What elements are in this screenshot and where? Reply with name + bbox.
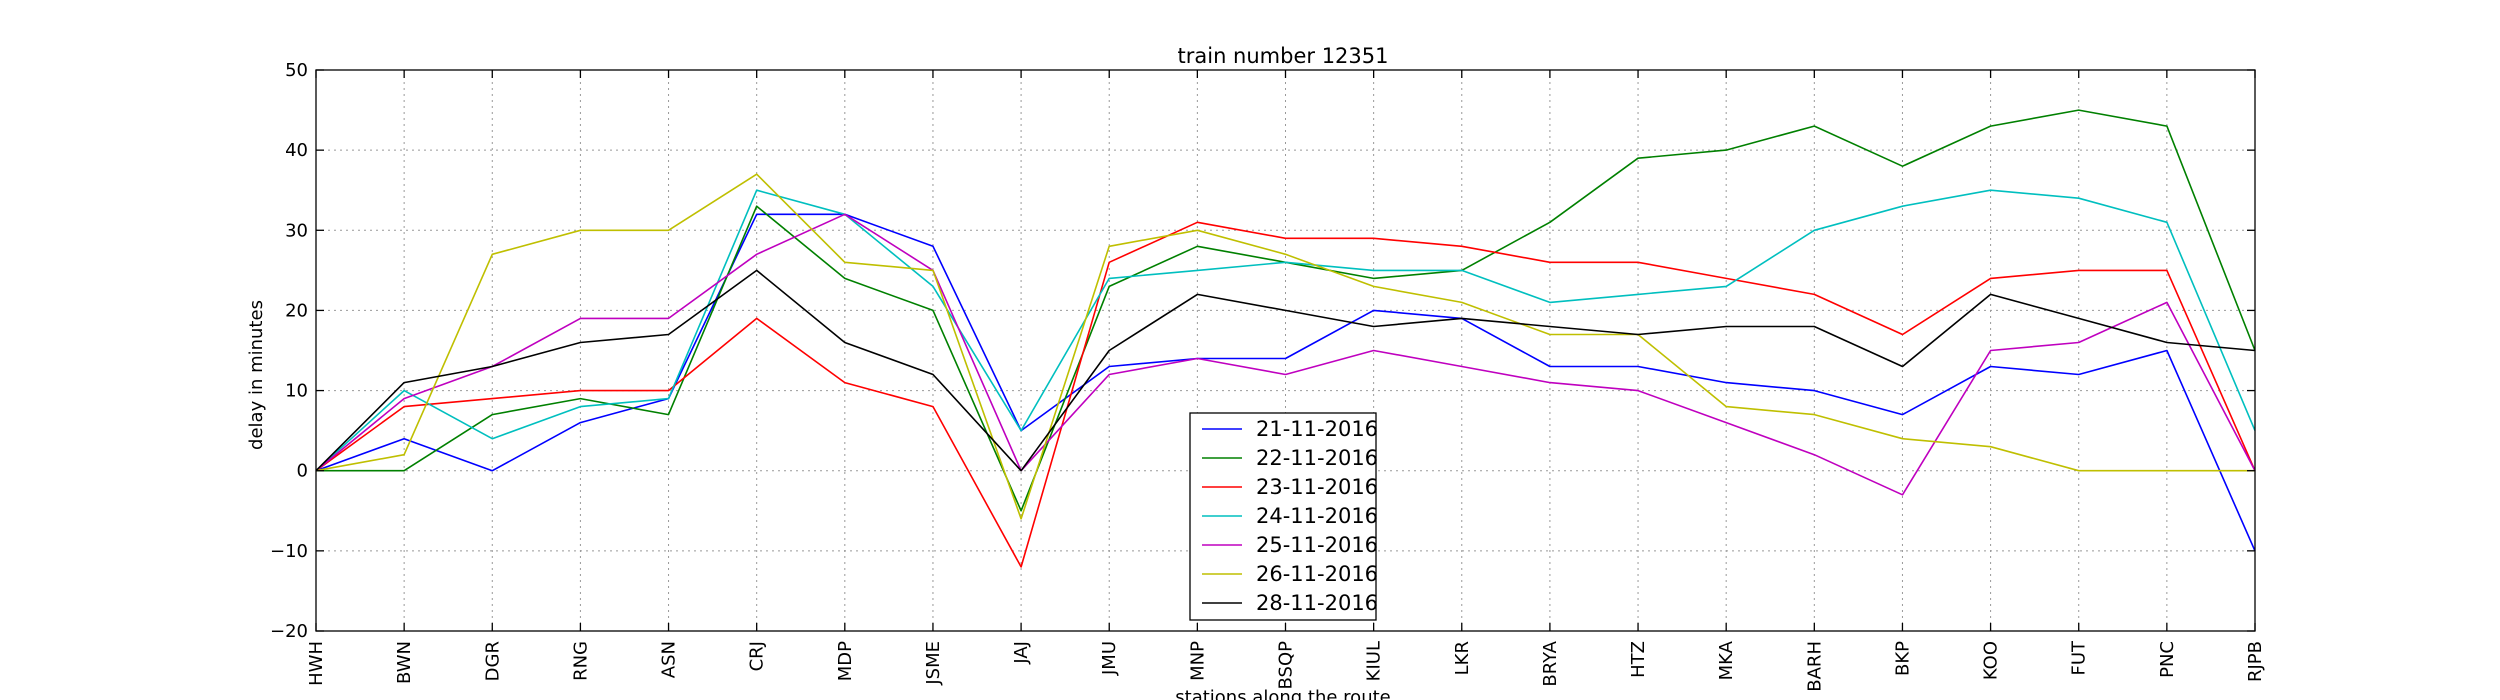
x-tick-label: FUT: [2069, 640, 2090, 676]
legend-label: 21-11-2016: [1256, 417, 1378, 441]
x-tick-label: ASN: [659, 641, 680, 678]
x-tick-label: KOO: [1981, 641, 2002, 680]
y-tick-label: 20: [285, 300, 308, 321]
y-axis-ticks: −20 −10 0 10 20 30 40 50: [270, 60, 2255, 642]
x-tick-label: BSQP: [1276, 641, 1297, 690]
y-tick-label: −10: [270, 541, 308, 562]
x-tick-label: BRYA: [1540, 640, 1561, 686]
series-line: [315, 213, 2256, 552]
legend-label: 24-11-2016: [1256, 504, 1378, 528]
chart-title: train number 12351: [1178, 44, 1389, 68]
y-tick-label: 10: [285, 381, 308, 402]
legend-label: 26-11-2016: [1256, 562, 1378, 586]
y-tick-label: 40: [285, 140, 308, 161]
x-tick-label: BARH: [1804, 641, 1825, 692]
legend-label: 28-11-2016: [1256, 591, 1378, 615]
x-tick-label: JMU: [1099, 641, 1120, 676]
y-tick-label: 0: [297, 461, 308, 482]
x-tick-label: PNC: [2157, 641, 2178, 678]
y-tick-label: 30: [285, 220, 308, 241]
x-tick-label: HWH: [306, 641, 327, 686]
y-axis-label: delay in minutes: [246, 300, 267, 450]
y-tick-label: 50: [285, 60, 308, 81]
series-line: [315, 189, 2256, 472]
legend-label: 25-11-2016: [1256, 533, 1378, 557]
x-tick-label: MNP: [1187, 641, 1208, 681]
x-tick-label: MKA: [1716, 640, 1737, 680]
x-tick-label: KIUL: [1364, 641, 1385, 681]
series-line: [315, 213, 2256, 496]
series-line: [315, 173, 2255, 520]
x-tick-label: BWN: [394, 641, 415, 684]
x-tick-label: CRJ: [747, 641, 768, 671]
series-line: [315, 221, 2256, 568]
x-tick-label: DGR: [482, 641, 503, 681]
x-axis-ticks: HWH BWN DGR RNG ASN CRJ MDP JSME JAJ JMU MNP BSQP KI…: [306, 70, 2266, 692]
x-tick-label: BKP: [1892, 641, 1913, 676]
legend-label: 22-11-2016: [1256, 446, 1378, 470]
y-tick-label: −20: [270, 621, 308, 642]
series-lines: [315, 109, 2256, 568]
x-tick-label: RJPB: [2245, 641, 2266, 682]
x-tick-label: LKR: [1452, 641, 1473, 675]
x-tick-label: MDP: [835, 641, 856, 681]
series-line: [315, 269, 2256, 472]
x-axis-label: stations along the route: [1175, 687, 1390, 700]
x-tick-label: HTZ: [1628, 641, 1649, 678]
x-tick-label: RNG: [570, 641, 591, 681]
x-tick-label: JSME: [923, 641, 944, 686]
legend: 21-11-2016 22-11-2016 23-11-2016 24-11-2016…: [1189, 412, 1378, 621]
legend-label: 23-11-2016: [1256, 475, 1378, 499]
x-tick-label: JAJ: [1011, 641, 1032, 665]
